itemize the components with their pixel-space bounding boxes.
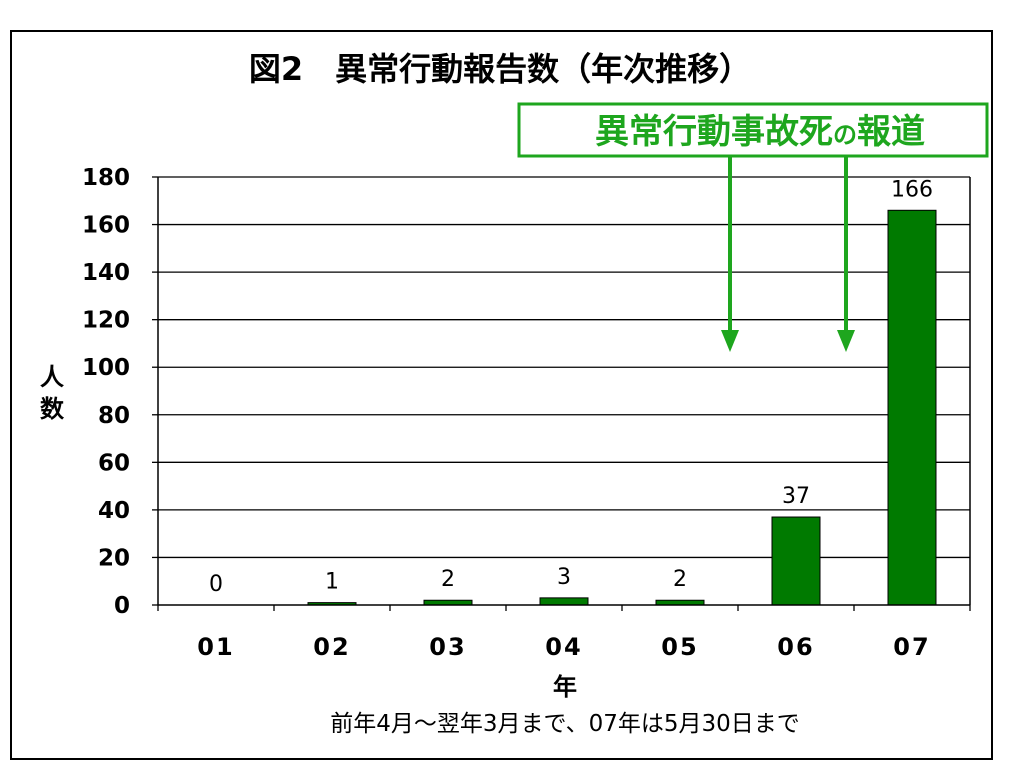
data-label: 2 [673,567,687,592]
y-tick-label: 40 [98,498,130,524]
bar-07 [887,209,937,606]
y-tick-labels: 0 20 40 60 80 100 120 140 160 180 [82,165,130,619]
y-tick-label: 60 [98,450,130,476]
axes [152,176,971,611]
y-tick-label: 120 [82,308,130,334]
data-label: 2 [441,567,455,592]
annotation-box [517,102,989,158]
x-tick-label: 02 [313,633,350,661]
annotation-particle: の [833,121,857,149]
data-labels: 0 1 2 3 2 37 166 [209,177,933,597]
footnote: 前年4月～翌年3月まで、07年は5月30日まで [330,711,800,737]
y-tick-label: 140 [82,260,130,286]
data-label: 0 [209,572,223,597]
annotation-arrow-head [721,330,739,352]
y-tick-label: 20 [98,545,130,571]
bars [307,209,937,606]
x-tick-label: 05 [661,633,698,661]
annotation-tail: 報道 [857,112,925,152]
x-tick-label: 04 [545,633,582,661]
x-tick-label: 06 [777,633,814,661]
annotation-text: 異常行動事故死の報道 [595,112,925,152]
annotation-arrow-head [837,330,855,352]
x-tick-label: 07 [893,633,930,661]
y-axis-title: 人数 [40,363,65,423]
y-tick-label: 100 [82,355,130,381]
x-axis-title: 年 [553,673,577,701]
x-tick-label: 01 [197,633,234,661]
chart-title: 図2 異常行動報告数（年次推移） [249,50,751,88]
bar-06 [771,516,821,606]
x-tick-labels: 01 02 03 04 05 06 07 [197,633,930,661]
bar-04 [539,597,589,606]
y-tick-label: 80 [98,403,130,429]
grid-lines [158,176,970,559]
annotation-arrows [721,157,855,352]
data-label: 3 [557,565,571,590]
data-label: 1 [325,570,339,595]
annotation-main: 異常行動事故死 [595,112,833,152]
y-tick-label: 180 [82,165,130,191]
y-tick-label: 160 [82,213,130,239]
y-tick-label: 0 [114,593,130,619]
data-label: 37 [782,484,810,509]
data-label: 166 [891,177,933,202]
x-tick-label: 03 [429,633,466,661]
